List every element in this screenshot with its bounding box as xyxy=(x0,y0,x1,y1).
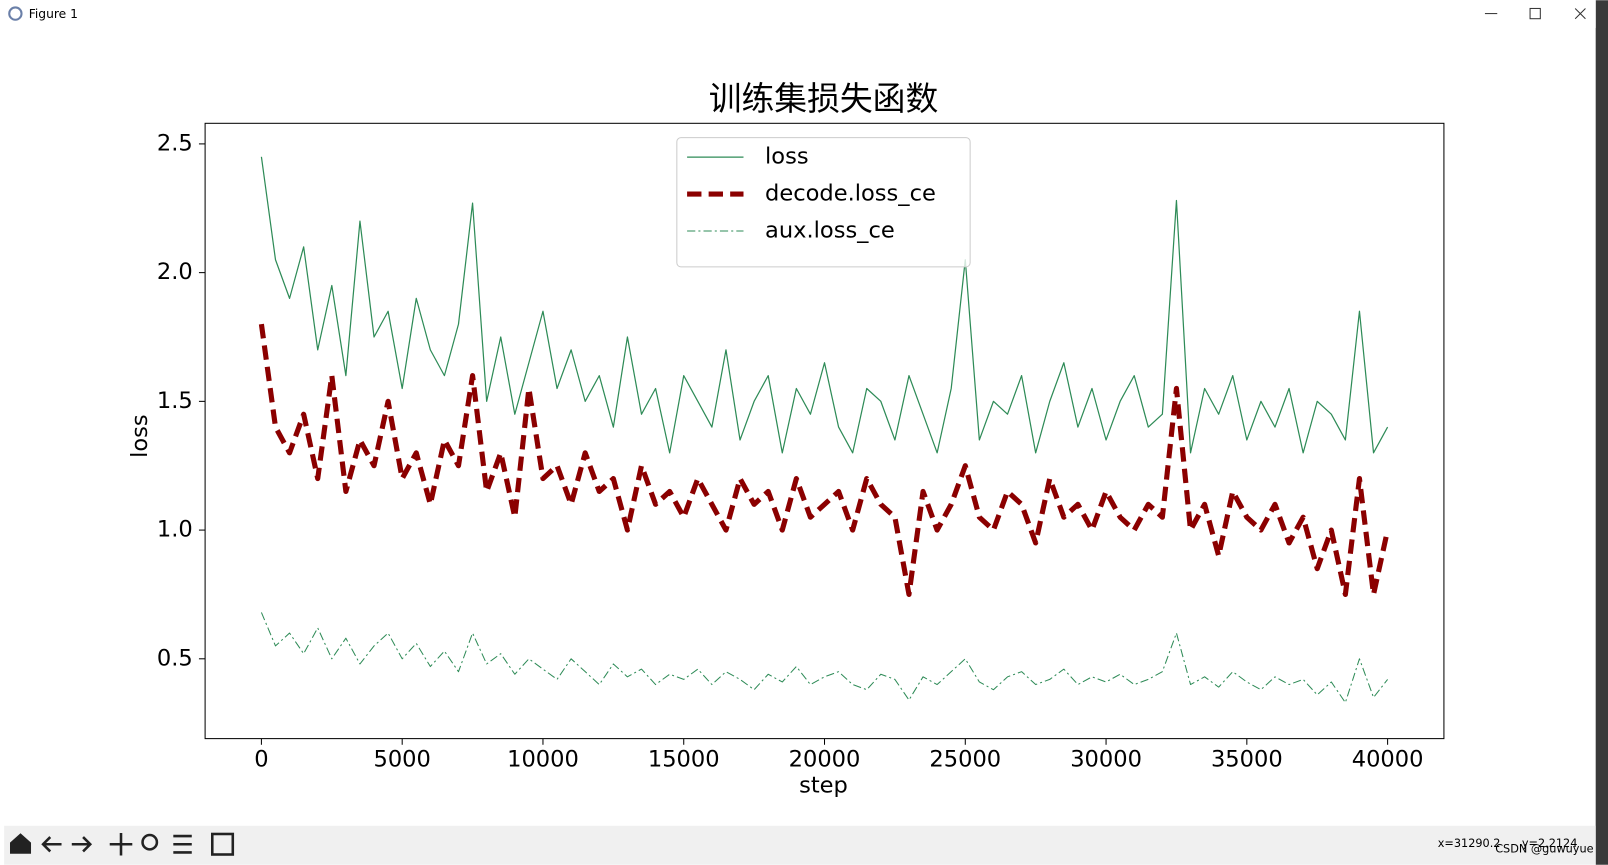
pan-button[interactable] xyxy=(109,832,133,856)
app-icon xyxy=(8,6,23,21)
x-axis-label: step xyxy=(799,772,848,798)
x-tick-label: 20000 xyxy=(789,747,861,773)
legend-label: decode.loss_ce xyxy=(765,181,936,207)
y-tick-label: 2.0 xyxy=(157,259,193,285)
window-title: Figure 1 xyxy=(29,7,78,21)
series-line xyxy=(260,612,1389,704)
back-button[interactable] xyxy=(41,836,62,853)
legend-box xyxy=(676,137,971,268)
desktop-edge xyxy=(1595,0,1608,865)
y-tick-label: 1.0 xyxy=(157,517,193,543)
plot-area xyxy=(258,156,1391,704)
series-line xyxy=(260,156,1389,454)
configure-button[interactable] xyxy=(173,834,192,854)
title-bar xyxy=(0,0,1596,28)
watermark: CSDN @guwuyue xyxy=(1495,842,1593,855)
legend-label: loss xyxy=(765,144,809,170)
series-line xyxy=(258,323,1391,598)
x-tick-label: 30000 xyxy=(1070,747,1142,773)
save-button[interactable] xyxy=(210,832,235,856)
maximize-button[interactable] xyxy=(1529,7,1541,20)
x-tick-label: 5000 xyxy=(373,747,430,773)
x-tick-label: 0 xyxy=(254,747,268,773)
y-tick-label: 2.5 xyxy=(157,130,193,156)
home-button[interactable] xyxy=(9,833,32,854)
chart-title: 训练集损失函数 xyxy=(709,80,939,118)
x-tick-label: 10000 xyxy=(507,747,579,773)
status-x: x=31290.2 xyxy=(1438,837,1501,850)
zoom-button[interactable] xyxy=(141,833,159,851)
x-tick-label: 35000 xyxy=(1211,747,1283,773)
close-button[interactable] xyxy=(1574,8,1586,20)
x-tick-label: 40000 xyxy=(1352,747,1424,773)
toolbar xyxy=(4,825,1596,865)
y-tick-label: 1.5 xyxy=(157,388,193,414)
y-axis-label: loss xyxy=(127,414,153,458)
y-tick-label: 0.5 xyxy=(157,645,193,671)
status-y: y=2.2124 xyxy=(1522,837,1578,850)
forward-button[interactable] xyxy=(71,836,93,853)
legend-label: aux.loss_ce xyxy=(765,217,895,243)
x-tick-label: 15000 xyxy=(648,747,720,773)
x-tick-label: 25000 xyxy=(929,747,1001,773)
